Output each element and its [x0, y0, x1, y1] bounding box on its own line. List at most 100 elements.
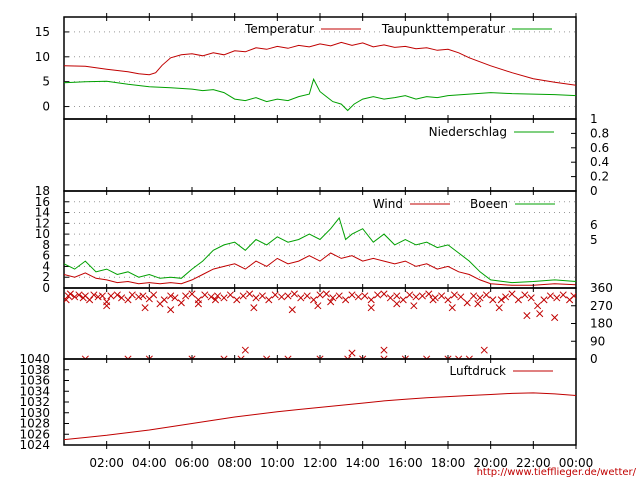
wind-direction-mark: [297, 294, 305, 302]
wind-direction-mark: [361, 292, 369, 300]
wind-direction-mark: [258, 292, 266, 300]
y-tick-label: 270: [590, 299, 613, 313]
wind-direction-mark: [118, 294, 126, 302]
wind-direction-mark: [401, 355, 409, 359]
legend-label: Boeen: [470, 197, 508, 211]
y-tick-label: 2: [42, 270, 50, 284]
y-tick-label: 15: [35, 25, 50, 39]
wind-direction-mark: [423, 355, 431, 359]
wind-direction-mark: [250, 304, 258, 312]
wind-direction-mark: [278, 293, 286, 301]
y-tick-label: 1028: [19, 417, 50, 431]
x-tick-label: 04:00: [132, 456, 167, 470]
y-tick-label: 1026: [19, 427, 50, 441]
wind-direction-mark: [406, 291, 414, 299]
wind-direction-mark: [470, 292, 478, 300]
wind-direction-mark: [465, 355, 473, 359]
y-tick-label: 0: [590, 352, 598, 366]
y-tick-label: 1038: [19, 363, 50, 377]
panel-temperature: 0 5 10 15 Temperatur Taupunkttemperatur: [35, 16, 577, 120]
wind-direction-mark: [348, 349, 356, 357]
wind-direction-mark: [489, 296, 497, 304]
wind-direction-mark: [124, 355, 132, 359]
wind-direction-mark: [393, 300, 401, 308]
wind-direction-mark: [540, 296, 548, 304]
wind-direction-mark: [418, 292, 426, 300]
y-tick-label: 360: [590, 281, 613, 295]
y-tick-label: 1036: [19, 374, 50, 388]
wind-direction-mark: [107, 292, 115, 300]
wind-direction-mark: [327, 298, 335, 306]
y-tick-label: 18: [35, 184, 50, 198]
y-tick-label: 1040: [19, 352, 50, 366]
x-tick-label: 14:00: [345, 456, 380, 470]
wind-direction-mark: [177, 299, 185, 307]
wind-direction-mark: [284, 355, 292, 359]
y-tick-label: 10: [35, 50, 50, 64]
series-line-temperatur: [64, 41, 576, 86]
wind-direction-mark: [474, 300, 482, 308]
wind-direction-mark: [64, 296, 70, 304]
y-tick-label: 0: [590, 184, 598, 198]
wind-direction-mark: [246, 290, 254, 298]
wind-direction-mark: [410, 302, 418, 310]
wind-direction-mark: [271, 291, 279, 299]
wind-direction-mark: [167, 292, 175, 300]
y-tick-label: 0.4: [590, 155, 609, 169]
wind-direction-mark: [128, 291, 136, 299]
y-tick-label: 1024: [19, 438, 50, 452]
wind-direction-mark: [546, 292, 554, 300]
wind-direction-mark: [380, 346, 388, 354]
wind-direction-mark: [167, 306, 175, 314]
wind-direction-mark: [374, 291, 382, 299]
wind-direction-mark: [71, 293, 79, 301]
wind-direction-mark: [393, 292, 401, 300]
wind-direction-mark: [455, 355, 463, 359]
wind-direction-mark: [354, 293, 362, 301]
x-tick-label: 12:00: [303, 456, 338, 470]
wind-direction-mark: [425, 290, 433, 298]
wind-direction-mark: [263, 355, 271, 359]
wind-direction-mark: [463, 299, 471, 307]
x-tick-label: 22:00: [516, 456, 551, 470]
wind-direction-mark: [316, 291, 324, 299]
legend-label: Niederschlag: [429, 125, 507, 139]
legend-label: Temperatur: [244, 22, 314, 36]
wind-direction-mark: [523, 312, 531, 320]
wind-direction-mark: [450, 291, 458, 299]
wind-direction-points: [64, 290, 576, 359]
wind-direction-mark: [220, 355, 228, 359]
wind-direction-mark: [94, 293, 102, 301]
wind-direction-mark: [81, 355, 89, 359]
wind-direction-mark: [188, 355, 196, 359]
x-tick-label: 18:00: [431, 456, 466, 470]
y-tick-label: 4: [42, 259, 50, 273]
wind-direction-mark: [508, 290, 516, 298]
legend-label: Luftdruck: [449, 364, 506, 378]
wind-direction-mark: [570, 292, 576, 300]
wind-direction-mark: [559, 291, 567, 299]
wind-direction-mark: [160, 296, 168, 304]
y-tick-label: 0: [42, 100, 50, 114]
y-tick-label: 1032: [19, 395, 50, 409]
wind-direction-mark: [141, 304, 149, 312]
wind-direction-mark: [252, 294, 260, 302]
wind-direction-mark: [329, 294, 337, 302]
wind-direction-mark: [150, 291, 158, 299]
wind-direction-mark: [288, 306, 296, 314]
secondary-y-label: 6: [590, 218, 598, 232]
wind-direction-mark: [399, 296, 407, 304]
y-tick-label: 0.8: [590, 126, 609, 140]
wind-direction-mark: [344, 355, 352, 359]
wind-direction-mark: [66, 290, 74, 298]
wind-direction-mark: [457, 293, 465, 301]
wind-direction-mark: [145, 355, 153, 359]
wind-direction-mark: [534, 302, 542, 310]
credit-link[interactable]: http://www.tiefflieger.de/wetter/: [477, 467, 637, 478]
x-axis: 02:00 04:00 06:00 08:00 10:00 12:00 14:00 16:00…: [89, 13, 593, 470]
wind-direction-mark: [527, 294, 535, 302]
wind-direction-mark: [386, 294, 394, 302]
wind-direction-mark: [211, 296, 220, 304]
legend-label: Taupunkttemperatur: [381, 22, 505, 36]
